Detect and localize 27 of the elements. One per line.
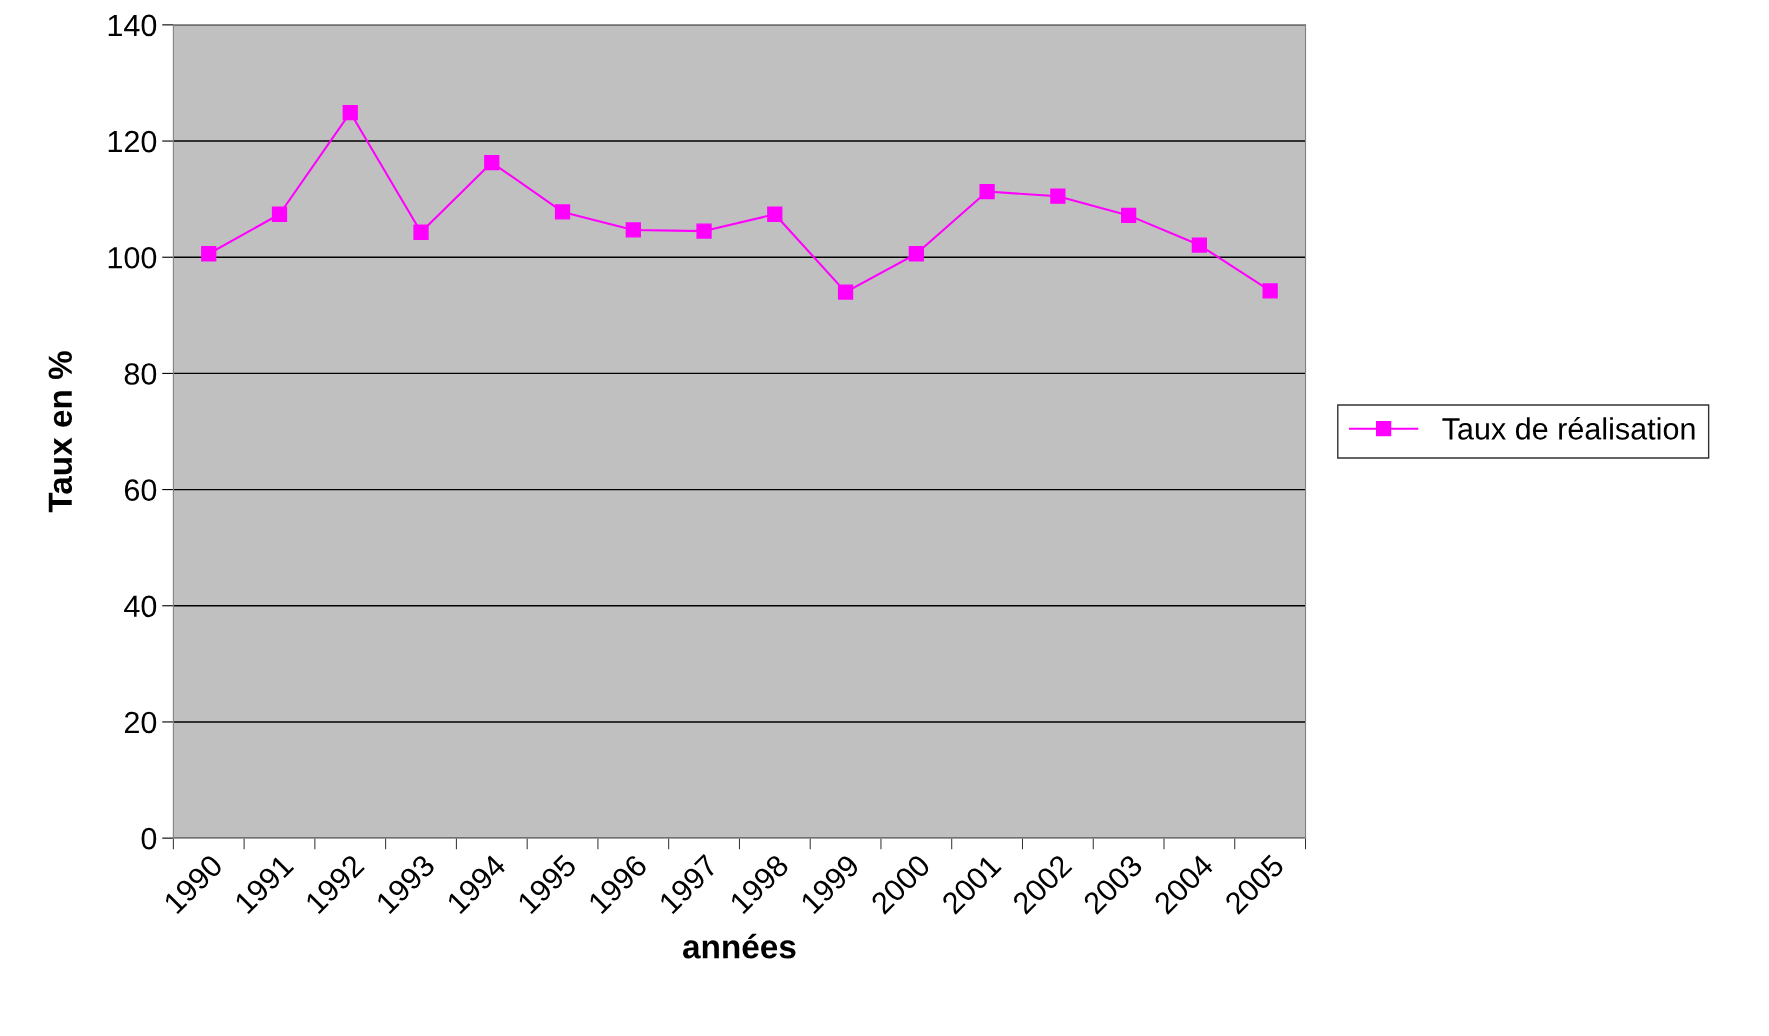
point (1262, 283, 1278, 299)
point (413, 224, 429, 240)
point (1120, 207, 1137, 224)
point (625, 222, 641, 238)
x-axis-title: années (682, 933, 796, 959)
point (696, 223, 712, 239)
y-tick-label: 100 (108, 246, 157, 269)
point (767, 206, 783, 222)
y-tick-label: 0 (141, 827, 157, 850)
point (342, 104, 358, 121)
y-tick-label: 140 (108, 14, 157, 37)
y-tick-label: 40 (124, 595, 157, 618)
legend-label: Taux de réalisation (1442, 416, 1695, 440)
y-axis-title: Taux en % (48, 351, 73, 513)
point (1191, 237, 1208, 253)
point (979, 183, 995, 200)
y-tick-label: 60 (124, 479, 157, 501)
point (484, 154, 500, 171)
point (1050, 188, 1066, 204)
point (554, 204, 571, 220)
y-tick-label: 120 (108, 130, 157, 153)
point (271, 206, 288, 222)
point (837, 284, 854, 300)
y-tick-label: 80 (124, 363, 157, 385)
point (201, 246, 217, 262)
y-tick-label: 20 (124, 711, 157, 734)
point (908, 246, 924, 262)
